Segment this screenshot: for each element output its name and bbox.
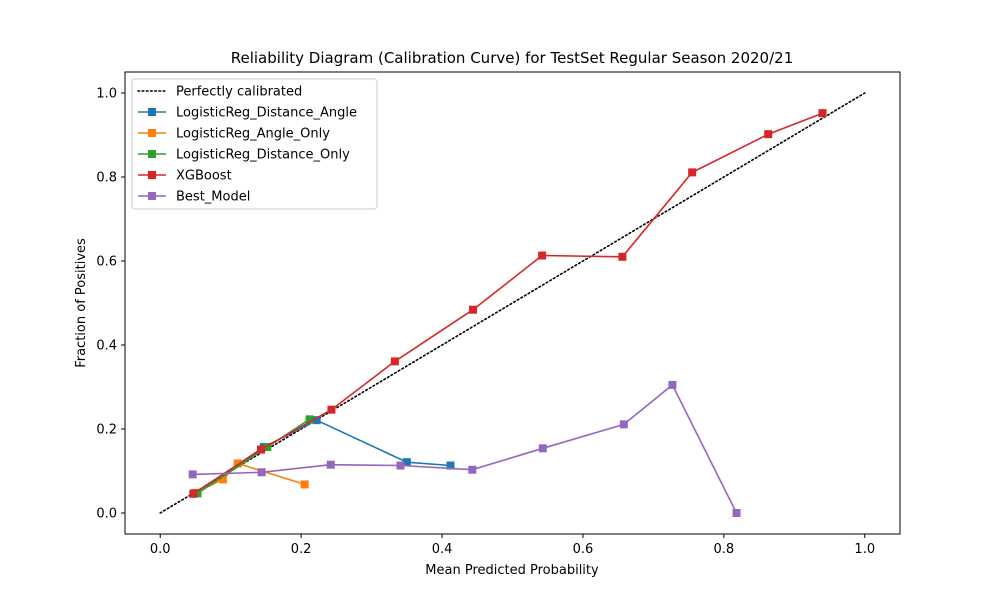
data-point-marker [538,251,547,260]
legend-box [131,78,378,210]
axis-ticks: 0.0 0.2 0.4 0.6 0.8 1.0 0.0 0.2 0.4 0.6 0.8 1.0 [96,87,875,558]
axes-frame [124,71,901,535]
legend-swatch-marker [148,129,156,137]
series-line [197,418,311,494]
legend-swatch-marker [148,171,156,179]
legend-entry-logisticreg-distance-angle: LogisticReg_Distance_Angle [138,106,357,121]
data-point-marker [619,420,628,429]
data-point-marker [257,468,266,477]
series-line [193,419,451,495]
legend-label: LogisticReg_Distance_Only [176,148,350,163]
legend-label: LogisticReg_Angle_Only [176,127,330,142]
x-tick-label: 0.6 [573,542,594,557]
data-point-marker [390,357,399,366]
data-point-marker [193,489,202,498]
data-point-marker [732,509,741,517]
data-point-marker [764,130,773,139]
data-point-marker [256,445,265,454]
data-point-marker [446,461,455,470]
series-logisticreg-distance-only [193,415,314,498]
data-point-marker [189,489,198,498]
legend-label: LogisticReg_Distance_Angle [176,106,357,121]
chart-title: Reliability Diagram (Calibration Curve) … [231,49,794,67]
data-point-marker [402,458,411,467]
y-tick-label: 1.0 [96,87,117,102]
data-point-marker [327,405,336,414]
data-point-marker [312,416,321,425]
legend-entry-xgboost: XGBoost [138,169,232,184]
legend-label: Best_Model [176,190,250,205]
data-point-marker [326,460,335,469]
legend-swatch-marker [148,192,156,200]
series-line [192,384,738,514]
series-line [192,112,823,495]
data-point-marker [396,461,405,470]
chart-legend: Perfectly calibrated LogisticReg_Distance… [131,78,378,210]
data-point-marker [688,168,697,177]
y-tick-label: 0.0 [96,507,117,522]
data-point-marker [818,109,827,118]
data-point-marker [263,443,272,452]
y-tick-label: 0.6 [96,255,117,270]
legend-label: XGBoost [176,169,232,184]
y-tick-label: 0.4 [96,339,117,354]
legend-entry-logisticreg-angle-only: LogisticReg_Angle_Only [138,127,330,142]
series-best-model [188,380,741,517]
series-logisticreg-angle-only [191,459,309,497]
data-point-marker [233,459,242,468]
perfectly-calibrated-line [159,92,866,514]
data-point-marker [300,480,309,489]
data-point-marker [538,444,547,453]
x-tick-label: 0.4 [432,542,453,557]
series-logisticreg-distance-angle [190,416,455,498]
legend-label: Perfectly calibrated [176,85,302,100]
legend-entry-logisticreg-distance-only: LogisticReg_Distance_Only [138,148,350,163]
y-axis-label: Fraction of Positives [74,238,89,368]
legend-swatch-marker [148,150,156,158]
legend-entry-perfectly-calibrated: Perfectly calibrated [137,85,302,100]
x-tick-label: 0.2 [291,542,312,557]
series-line [195,462,305,494]
data-point-marker [305,415,314,424]
data-point-marker [468,465,477,474]
data-point-marker [188,470,197,479]
data-point-marker [668,380,677,389]
legend-swatch-marker [148,108,156,116]
data-point-marker [469,305,478,314]
series-xgboost [189,109,827,498]
legend-entry-best-model: Best_Model [138,190,250,205]
x-axis-label: Mean Predicted Probability [425,563,599,578]
data-point-marker [618,252,627,261]
y-tick-label: 0.2 [96,423,117,438]
plot-area [159,92,866,517]
x-tick-label: 1.0 [854,542,875,557]
x-tick-label: 0.8 [714,542,735,557]
x-tick-label: 0.0 [150,542,171,557]
data-point-marker [218,475,227,484]
y-tick-label: 0.8 [96,171,117,186]
